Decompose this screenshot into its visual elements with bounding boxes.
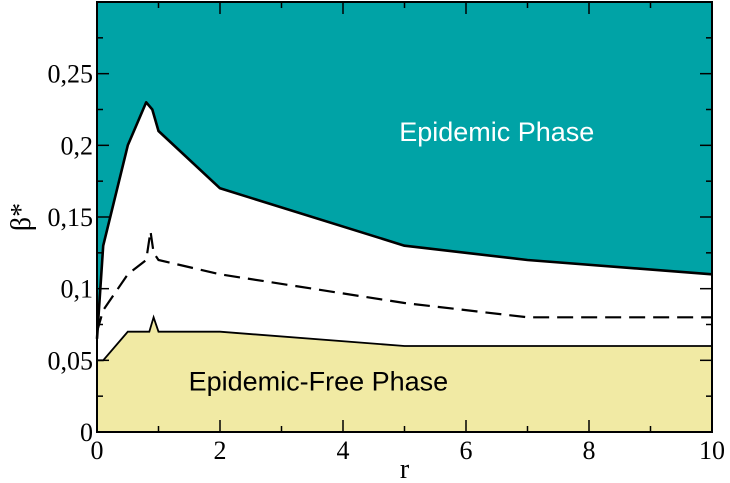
axis-ticks (96, 1, 713, 433)
y-axis-title: β* (6, 203, 37, 231)
dashed-boundary-line (95, 231, 712, 333)
y-tick-label: 0,05 (48, 346, 94, 375)
x-tick-label: 2 (214, 436, 227, 465)
epidemic-phase-label: Epidemic Phase (399, 117, 594, 147)
epidemic-region-fill (97, 2, 712, 339)
y-tick-label: 0,1 (61, 275, 94, 304)
epidemic-free-phase-label: Epidemic-Free Phase (189, 366, 449, 396)
x-axis-title: r (400, 454, 410, 483)
epidemic-free-region-fill (97, 317, 712, 432)
y-tick-label: 0,2 (61, 131, 94, 160)
x-tick-label: 0 (91, 436, 104, 465)
tick-labels: 0 2 4 6 8 10 0 0,05 0,1 0,15 0,2 0,25 (48, 60, 726, 465)
region-fills (97, 2, 712, 432)
x-tick-label: 4 (337, 436, 350, 465)
y-tick-label: 0 (80, 418, 93, 447)
x-tick-label: 6 (460, 436, 473, 465)
y-tick-label: 0,25 (48, 60, 94, 89)
x-tick-label: 10 (699, 436, 725, 465)
x-tick-label: 8 (583, 436, 596, 465)
y-tick-label: 0,15 (48, 203, 94, 232)
upper-boundary-line (95, 101, 713, 339)
boundary-lines (95, 101, 713, 362)
lower-boundary-line (97, 314, 712, 362)
